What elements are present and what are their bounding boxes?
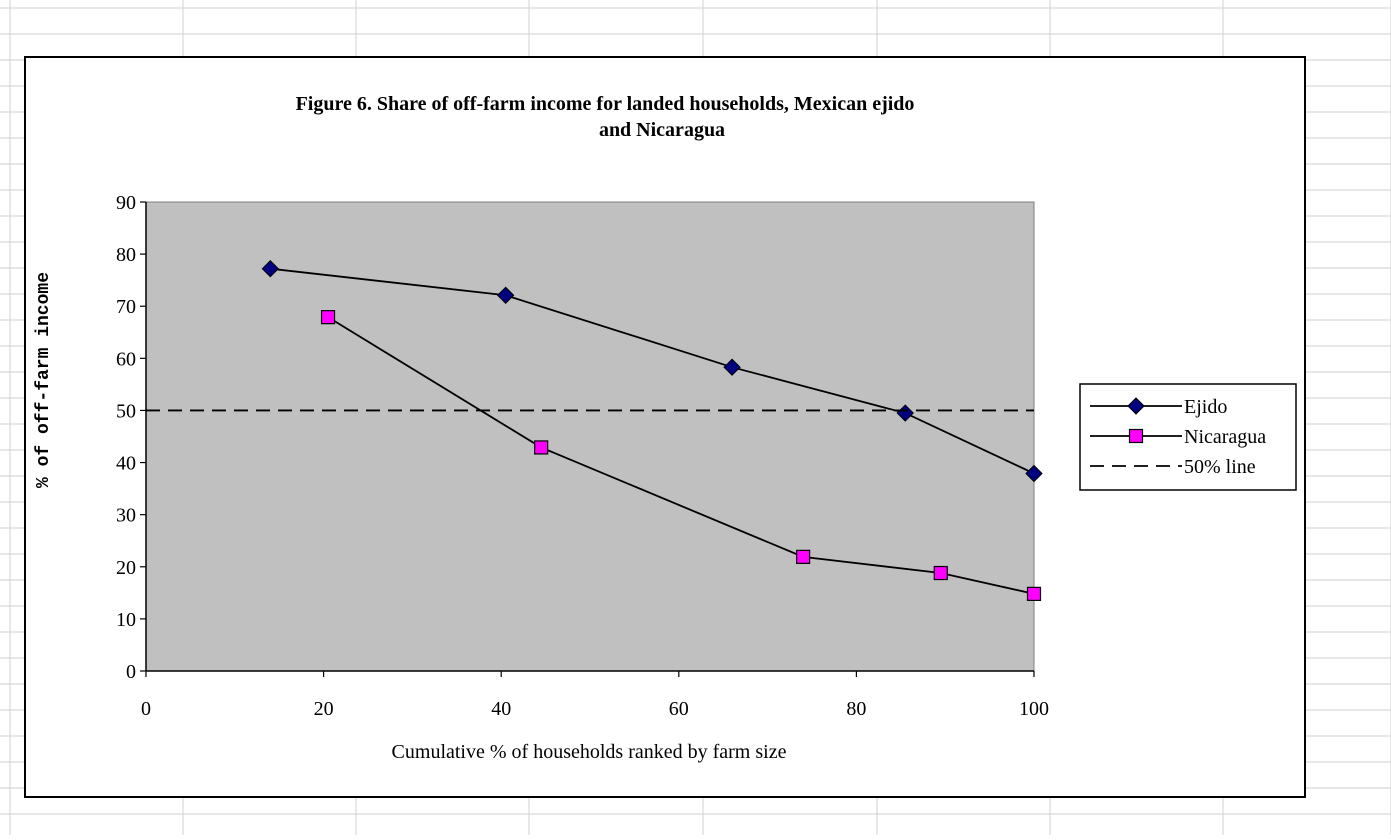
x-tick-label: 100 [1019, 698, 1049, 720]
data-point-nicaragua[interactable] [1026, 586, 1042, 601]
x-tick-label: 40 [491, 698, 511, 720]
y-tick-label: 60 [116, 348, 136, 370]
legend-label-50-line: 50% line [1184, 456, 1256, 478]
data-point-nicaragua[interactable] [534, 440, 549, 455]
x-tick-label: 0 [141, 698, 151, 720]
y-axis-label: % of off-farm income [34, 272, 54, 488]
y-tick-label: 90 [116, 192, 136, 214]
data-point-ejido[interactable] [261, 259, 280, 278]
x-axis-label: Cumulative % of households ranked by far… [392, 741, 787, 763]
plot-area[interactable] [145, 201, 1035, 672]
y-tick-label: 40 [116, 453, 136, 475]
axes: 0 10 20 30 40 50 60 70 80 90 0 20 40 60 80 100 [116, 192, 1049, 720]
series-ejido [261, 259, 1043, 483]
data-point-nicaragua[interactable] [320, 310, 336, 325]
data-point-nicaragua[interactable] [933, 565, 948, 581]
legend-box [1079, 383, 1297, 491]
data-point-ejido[interactable] [496, 286, 515, 304]
x-tick-label: 20 [314, 698, 334, 720]
y-tick-label: 20 [116, 557, 136, 579]
y-tick-label: 70 [116, 296, 136, 318]
series-nicaragua [320, 310, 1042, 601]
y-tick-label: 50 [116, 400, 136, 422]
data-point-ejido[interactable] [723, 358, 741, 376]
x-tick-label: 80 [846, 698, 866, 720]
y-tick-label: 30 [116, 505, 136, 527]
y-tick-label: 0 [126, 661, 136, 683]
legend-marker-nicaragua[interactable] [1128, 428, 1144, 444]
x-tick-label: 60 [669, 698, 689, 720]
data-point-nicaragua[interactable] [796, 549, 811, 564]
chart-title-line-1: Figure 6. Share of off-farm income for l… [296, 93, 915, 115]
chart-title-line-2: and Nicaragua [599, 119, 725, 141]
y-tick-label: 80 [116, 244, 136, 266]
data-point-ejido[interactable] [1025, 464, 1043, 483]
legend[interactable]: Ejido Nicaragua 50% line [1079, 383, 1297, 491]
legend-marker-ejido[interactable] [1127, 397, 1145, 415]
y-tick-label: 10 [116, 609, 136, 631]
legend-label-nicaragua: Nicaragua [1184, 426, 1266, 448]
legend-label-ejido: Ejido [1184, 396, 1227, 418]
series-layer [146, 259, 1043, 601]
